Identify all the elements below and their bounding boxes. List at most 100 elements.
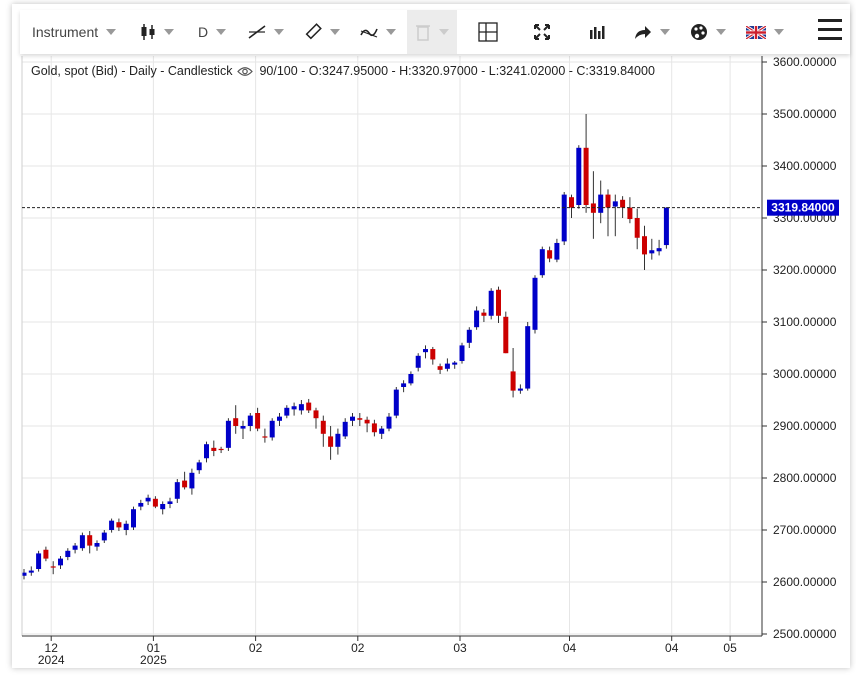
candle-body [94,543,100,547]
candle-body [291,406,297,410]
indicators-dropdown[interactable] [360,10,396,54]
candle-body [189,472,195,489]
y-tick-label: 3500.00000 [773,107,837,121]
theme-dropdown[interactable] [690,10,726,54]
candle-body [204,444,209,459]
instrument-title: Gold, spot (Bid) - Daily - Candlestick [31,64,233,78]
measure-tool-dropdown[interactable] [304,10,340,54]
candle-body [430,349,436,360]
eye-icon[interactable] [237,66,254,77]
instrument-dropdown[interactable]: Instrument [32,10,117,54]
candle-body [379,428,385,434]
x-tick-label: 04 [563,641,577,655]
y-tick-label: 3100.00000 [773,315,837,329]
volume-icon [590,26,605,39]
indicators-icon [360,28,378,38]
delete-drawings-button[interactable] [407,10,457,54]
y-tick-label: 3600.00000 [773,55,837,69]
y-tick-label: 3400.00000 [773,159,837,173]
language-dropdown[interactable] [746,10,784,54]
candle-body [269,420,275,438]
chevron-down-icon [660,29,670,35]
timeframe-dropdown[interactable]: D [198,10,227,54]
candle-body [517,388,523,391]
candle-body [87,535,93,546]
menu-icon[interactable] [818,19,842,45]
chevron-down-icon [106,29,117,35]
candle-body [627,207,633,220]
ohlc-values: - O:3247.95000 - H:3320.97000 - L:3241.0… [301,64,655,78]
candle-body [109,520,115,530]
candle-body [510,371,516,391]
candle-body [459,345,465,361]
candle-body [386,416,392,429]
candle-body [393,389,399,416]
candle-body [225,420,231,448]
candle-body [444,363,450,369]
share-icon [635,26,651,39]
candle-body [656,248,662,252]
candle-body [262,436,268,438]
x-tick-year-label: 2024 [38,653,65,667]
chevron-down-icon [774,29,784,35]
y-tick-label: 2700.00000 [773,523,837,537]
candle-body [496,289,501,316]
uk-flag-icon [746,25,766,39]
volume-button[interactable] [589,10,605,54]
share-dropdown[interactable] [634,10,670,54]
candle-body [218,448,224,451]
fullscreen-button[interactable] [534,10,550,54]
candle-body [298,404,304,411]
ruler-icon [305,23,322,40]
candle-body [233,418,239,426]
candles [21,114,669,580]
candle-body [58,558,63,566]
x-tick-label: 02 [249,641,263,655]
candle-body [663,207,669,246]
candle-body [247,415,253,426]
candle-body [539,249,545,276]
candle-body [569,197,574,208]
candle-body [72,545,78,550]
candle-body [131,509,136,528]
crosshair-icon [478,22,498,42]
candle-body [123,523,129,530]
trendline-tool-dropdown[interactable] [248,10,284,54]
x-tick-label: 03 [453,641,467,655]
candle-body [401,383,407,387]
visible-range: 90/100 [259,64,298,78]
trendline-icon [248,25,266,39]
candle-body [145,497,151,502]
candle-body [466,329,472,343]
candle-body [196,462,202,471]
candle-body [313,410,319,419]
y-tick-label: 2800.00000 [773,471,837,485]
candle-body [21,572,27,576]
chevron-down-icon [439,29,449,35]
candle-body [116,522,122,528]
candle-body [36,553,42,569]
candle-body [160,504,166,510]
candle-body [437,366,443,370]
candle-body [547,250,553,259]
last-price-badge [767,199,839,216]
candle-body [50,566,56,568]
toolbar: Instrument D [20,10,850,54]
chart-type-dropdown[interactable] [140,10,174,54]
candle-body [101,532,107,541]
candle-body [240,426,246,429]
chevron-down-icon [716,29,726,35]
chevron-down-icon [274,29,284,35]
palette-icon [691,24,707,40]
candle-body [211,447,217,451]
candle-body [167,501,173,504]
candle-body [342,421,348,437]
candle-body [423,349,428,353]
crosshair-button[interactable] [478,10,498,54]
x-tick-year-label: 2025 [140,653,167,667]
axes: 3600.000003500.000003400.000003300.00000… [21,55,839,667]
candle-body [328,436,334,447]
candle-body [620,199,626,208]
candlestick-type-icon [141,24,155,40]
